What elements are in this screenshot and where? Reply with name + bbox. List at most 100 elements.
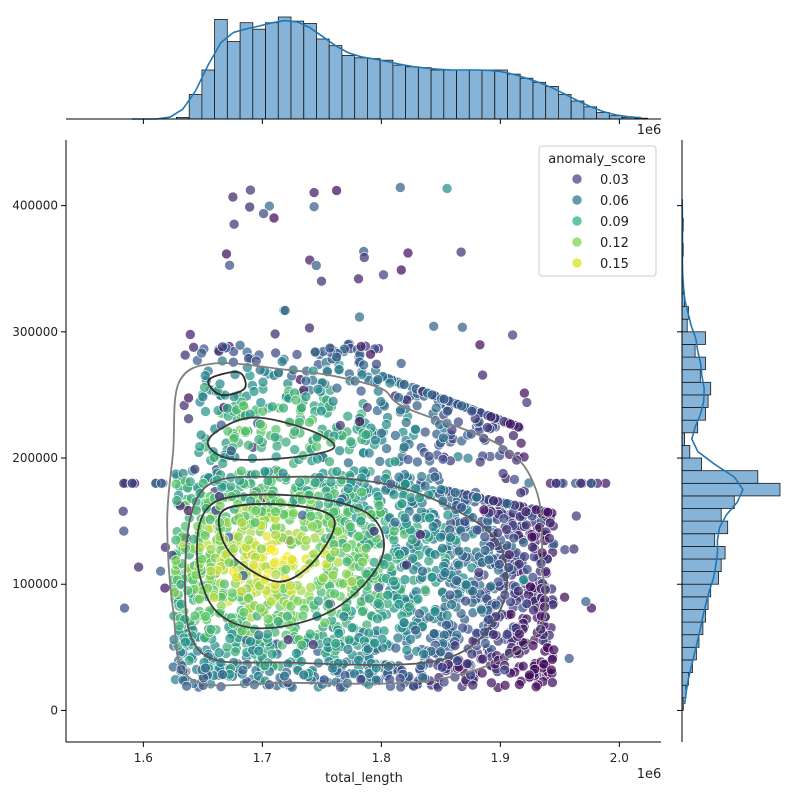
- scatter-point: [228, 356, 239, 368]
- scatter-point: [346, 576, 358, 587]
- scatter-point: [356, 486, 368, 498]
- scatter-point: [402, 247, 414, 259]
- scatter-point: [221, 248, 232, 260]
- scatter-point: [341, 568, 352, 580]
- scatter-point: [192, 645, 203, 657]
- scatter-point: [189, 463, 201, 475]
- scatter-point: [308, 187, 320, 198]
- scatter-point: [521, 598, 533, 610]
- scatter-point: [119, 602, 130, 614]
- scatter-point: [324, 342, 336, 354]
- scatter-point: [388, 489, 400, 501]
- x-hist-bar: [494, 69, 508, 120]
- kde-contour-core-upper: [207, 371, 247, 397]
- scatter-point: [331, 351, 342, 363]
- scatter-point: [305, 581, 317, 593]
- scatter-point: [521, 397, 533, 408]
- x-hist-bar: [226, 41, 241, 120]
- scatter-point: [514, 628, 525, 640]
- axes: 1.6 1.7 1.8 1.9 2.0 0 100000 200000 300000 400000: [12, 118, 683, 765]
- scatter-point: [438, 393, 450, 405]
- scatter-point: [355, 515, 367, 527]
- x-kde-line: [131, 19, 642, 120]
- scatter-point: [282, 658, 294, 670]
- scatter-point: [217, 458, 228, 469]
- y-tick-label: 0: [50, 703, 58, 717]
- scatter-point: [280, 564, 292, 575]
- scatter-point: [405, 633, 416, 645]
- scatter-point: [437, 542, 448, 554]
- scatter-point: [486, 677, 497, 689]
- scatter-point: [250, 469, 261, 480]
- scatter-point: [304, 322, 315, 334]
- scatter-point: [542, 506, 554, 518]
- scatter-point: [544, 532, 555, 544]
- scatter-point: [517, 660, 529, 672]
- legend-marker: [571, 236, 583, 248]
- scatter-point: [311, 453, 323, 465]
- scatter-point: [270, 451, 282, 463]
- scatter-point: [308, 201, 320, 212]
- scatter-point: [419, 426, 431, 438]
- x-hist-bar: [341, 55, 356, 120]
- scatter-point: [312, 595, 324, 607]
- y-hist-bar: [681, 495, 735, 509]
- scatter-point: [214, 378, 226, 390]
- kde-contour-outer: [166, 362, 547, 687]
- scatter-point: [305, 510, 317, 522]
- scatter-point: [398, 379, 410, 390]
- scatter-point: [479, 545, 491, 556]
- scatter-point: [509, 474, 520, 485]
- scatter-point: [418, 648, 429, 660]
- x-hist-bar: [354, 57, 368, 120]
- scatter-point: [477, 369, 488, 381]
- legend-label: 0.09: [600, 215, 629, 230]
- legend-title: anomaly_score: [548, 152, 646, 167]
- scatter-point: [171, 495, 183, 506]
- scatter-point: [363, 447, 375, 459]
- x-hist-bar: [239, 22, 254, 120]
- scatter-point: [282, 634, 294, 646]
- scatter-point: [424, 512, 435, 524]
- scatter-point: [200, 370, 211, 381]
- x-tick-label: 2.0: [610, 751, 629, 765]
- scatter-point: [513, 558, 525, 570]
- scatter-point: [265, 543, 277, 555]
- scatter-point: [575, 477, 587, 489]
- scatter-point: [304, 416, 315, 428]
- scatter-point: [388, 575, 399, 587]
- scatter-point: [243, 593, 254, 604]
- scatter-point: [442, 405, 453, 417]
- scatter-point: [334, 445, 345, 457]
- scatter-point: [395, 358, 407, 369]
- scatter-point: [441, 610, 453, 621]
- scatter-point: [548, 644, 560, 656]
- scatter-point: [234, 339, 246, 351]
- scatter-point: [462, 452, 474, 464]
- scatter-point: [327, 569, 339, 581]
- scatter-point: [317, 572, 329, 584]
- scatter-point: [170, 555, 182, 566]
- scatter-point: [269, 557, 280, 569]
- y-tick-label: 400000: [12, 199, 58, 213]
- scatter-point: [441, 183, 453, 194]
- scatter-point: [245, 495, 256, 507]
- scatter-point: [179, 349, 191, 361]
- scatter-point: [525, 581, 536, 593]
- scatter-point: [361, 402, 373, 413]
- scatter-point: [393, 598, 405, 610]
- scatter-point: [285, 580, 296, 591]
- scatter-point: [353, 273, 364, 285]
- x-hist-bar: [545, 86, 559, 120]
- scatter-point: [354, 311, 365, 323]
- kde-contour-inner-low: [195, 493, 385, 630]
- scatter-point: [411, 512, 423, 524]
- y-kde-line: [681, 199, 744, 705]
- scatter-point: [479, 531, 491, 543]
- x-hist-bar: [366, 58, 381, 120]
- scatter-point: [224, 259, 235, 271]
- y-tick-label: 200000: [12, 451, 58, 465]
- scatter-point: [430, 402, 442, 414]
- scatter-point: [460, 595, 472, 607]
